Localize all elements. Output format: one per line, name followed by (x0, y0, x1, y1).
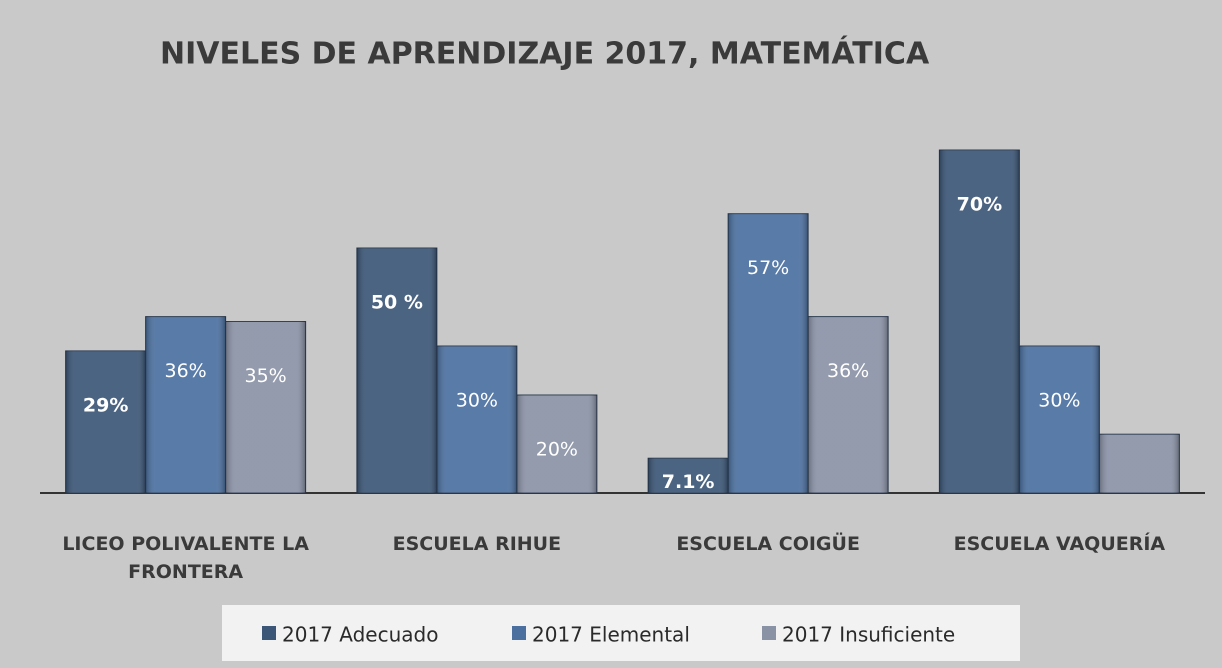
bar-bevel (1099, 434, 1180, 493)
data-label: 7.1% (662, 471, 715, 493)
bar-bevel (145, 316, 226, 493)
bar-bevel (808, 316, 889, 493)
data-label: 70% (957, 194, 1002, 216)
chart-title: NIVELES DE APRENDIZAJE 2017, MATEMÁTICA (160, 36, 930, 72)
legend-label: 2017 Adecuado (282, 623, 438, 647)
legend-swatch (262, 626, 276, 640)
legend-label: 2017 Elemental (532, 623, 690, 647)
legend-box (222, 605, 1020, 661)
data-label: 30% (1038, 390, 1080, 412)
data-label: 57% (747, 257, 789, 279)
category-label: ESCUELA VAQUERÍA (953, 533, 1166, 555)
data-label: 35% (245, 365, 287, 387)
bar-bevel (356, 248, 437, 493)
data-label: 20% (536, 439, 578, 461)
bar-bevel (1019, 346, 1100, 493)
legend-swatch (762, 626, 776, 640)
data-label: 30% (456, 390, 498, 412)
bar-bevel (648, 458, 729, 493)
legend-swatch (512, 626, 526, 640)
data-label: 36% (827, 360, 869, 382)
data-label: 29% (83, 394, 128, 416)
category-label: ESCUELA RIHUE (392, 533, 562, 555)
category-label: LICEO POLIVALENTE LA FRONTERA (62, 533, 309, 583)
bar-bevel (65, 350, 146, 493)
bar-bevel (939, 150, 1020, 493)
data-label: 50 % (371, 292, 423, 314)
bar-bevel (225, 321, 306, 493)
bar-bevel (436, 346, 517, 493)
legend-label: 2017 Insuficiente (782, 623, 955, 647)
bar-bevel (728, 213, 809, 493)
bar-bevel (516, 395, 597, 493)
data-label: 36% (165, 360, 207, 382)
category-label: ESCUELA COIGÜE (676, 533, 860, 555)
